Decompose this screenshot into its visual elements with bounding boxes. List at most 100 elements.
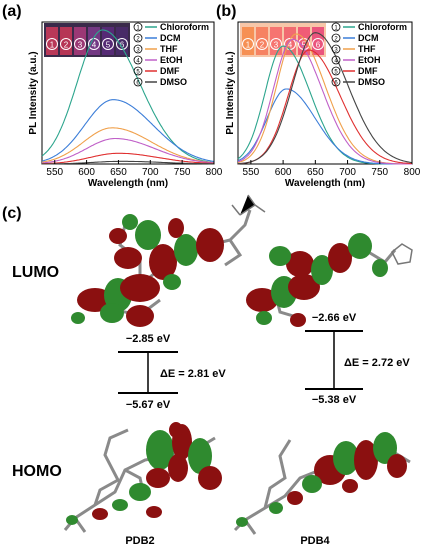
panel-a-curves <box>41 29 215 165</box>
legend-entry: Chloroform <box>358 22 407 32</box>
vial-number: 6 <box>120 41 125 50</box>
legend-number: 6 <box>136 81 140 87</box>
vial <box>242 27 254 55</box>
vial-number: 2 <box>260 41 265 50</box>
legend-number: 5 <box>334 70 338 76</box>
legend-number-circle <box>331 77 341 87</box>
x-tick-label: 550 <box>243 167 260 178</box>
x-tick-label: 750 <box>371 167 388 178</box>
legend-number-circle <box>133 77 143 87</box>
homo-label: HOMO <box>12 463 62 480</box>
legend-number: 4 <box>136 59 140 65</box>
pdb4-lumo-orbital-picture <box>246 233 413 327</box>
legend-number: 3 <box>334 48 338 54</box>
vial-number-circle <box>256 38 268 50</box>
series-line-chloroform <box>41 29 215 164</box>
pdb2-energy-levels: −2.85 eV ΔE = 2.81 eV −5.67 eV <box>118 333 226 411</box>
legend-entry: DMF <box>358 66 378 76</box>
legend-number: 2 <box>136 37 140 43</box>
pdb4-energy-levels: −2.66 eV ΔE = 2.72 eV −5.38 eV <box>305 312 410 406</box>
pdb2-homo-orbital-picture <box>63 422 222 533</box>
panel-a-legend: 1 Chloroform 2 DCM 3 THF 4 EtOH 5 DMF 6 DMSO <box>133 22 209 87</box>
series-line-dmso <box>238 32 413 165</box>
vial-number-circle <box>270 38 282 50</box>
panel-b-xlabel: Wavelength (nm) <box>285 178 365 189</box>
vial-number-circle <box>46 38 58 50</box>
x-tick-label: 650 <box>307 167 324 178</box>
legend-entry: THF <box>160 44 178 54</box>
series-line-dmf <box>237 49 413 165</box>
legend-number-circle <box>133 55 143 65</box>
panel-c-orbital-diagram: (c) LUMO HOMO <box>2 194 413 547</box>
vial <box>312 27 324 55</box>
lumo-label: LUMO <box>12 264 59 281</box>
x-tick-label: 700 <box>142 167 159 178</box>
pdb2-lumo-orbital-picture <box>71 194 266 327</box>
pdb4-name: PDB4 <box>300 535 330 547</box>
legend-number: 3 <box>136 48 140 54</box>
panel-b-x-ticks: 550 600 650 700 750 800 <box>243 160 421 178</box>
vial-number-circle <box>60 38 72 50</box>
legend-number-circle <box>133 44 143 54</box>
x-tick-label: 800 <box>206 167 223 178</box>
series-line-dcm <box>237 88 412 165</box>
vial-number: 2 <box>64 41 69 50</box>
vial <box>256 27 268 55</box>
legend-number-circle <box>331 22 341 32</box>
pdb2-name: PDB2 <box>125 535 154 547</box>
legend-number: 1 <box>136 26 140 32</box>
x-tick-label: 700 <box>339 167 356 178</box>
vial-number-circle <box>116 38 128 50</box>
x-tick-label: 600 <box>275 167 292 178</box>
vial-number: 5 <box>106 41 111 50</box>
panel-a-ylabel: PL Intensity (a.u.) <box>28 51 39 134</box>
vial-number: 4 <box>288 41 293 50</box>
pdb2-lumo-energy: −2.85 eV <box>126 333 171 345</box>
panel-b-legend: 1 Chloroform 2 DCM 3 THF 4 EtOH 5 DMF 6 DMSO <box>331 22 407 87</box>
vial-number: 1 <box>50 41 55 50</box>
legend-number: 1 <box>334 26 338 32</box>
vial <box>46 27 58 55</box>
panel-b-curves <box>237 32 413 165</box>
pdb4-gap: ΔE = 2.72 eV <box>344 357 410 369</box>
vial-number: 5 <box>302 41 307 50</box>
panel-a-xlabel: Wavelength (nm) <box>88 178 168 189</box>
legend-number-circle <box>133 22 143 32</box>
vial-number: 4 <box>92 41 97 50</box>
legend-entry: THF <box>358 44 376 54</box>
series-line-dmf <box>42 152 214 165</box>
pdb4-homo-energy: −5.38 eV <box>312 394 357 406</box>
vial-number-circle <box>102 38 114 50</box>
panel-b-frame <box>237 21 413 165</box>
vial <box>60 27 72 55</box>
x-tick-label: 550 <box>46 167 63 178</box>
vial-number: 3 <box>78 41 83 50</box>
legend-number-circle <box>331 55 341 65</box>
legend-entry: DMF <box>160 66 180 76</box>
vial <box>298 27 310 55</box>
series-line-etoh <box>237 38 412 165</box>
legend-entry: EtOH <box>160 55 183 65</box>
legend-number-circle <box>133 33 143 43</box>
panel-b-ylabel: PL Intensity (a.u.) <box>225 51 236 134</box>
legend-number-circle <box>331 33 341 43</box>
pdb2-homo-energy: −5.67 eV <box>126 399 171 411</box>
legend-entry: DCM <box>160 33 181 43</box>
legend-number: 4 <box>334 59 338 65</box>
vial-number-circle <box>88 38 100 50</box>
vial-number-circle <box>312 38 324 50</box>
legend-number-circle <box>133 66 143 76</box>
x-tick-label: 650 <box>110 167 127 178</box>
panel-a-frame <box>41 21 215 165</box>
series-line-dmso <box>42 160 214 165</box>
x-tick-label: 800 <box>404 167 421 178</box>
panel-a-x-ticks: 550 600 650 700 750 800 <box>46 160 223 178</box>
legend-number-circle <box>331 66 341 76</box>
legend-number: 5 <box>136 70 140 76</box>
legend-entry: DMSO <box>160 77 187 87</box>
panel-b-label: (b) <box>216 3 236 20</box>
legend-entry: DMSO <box>358 77 385 87</box>
vial <box>88 27 100 55</box>
